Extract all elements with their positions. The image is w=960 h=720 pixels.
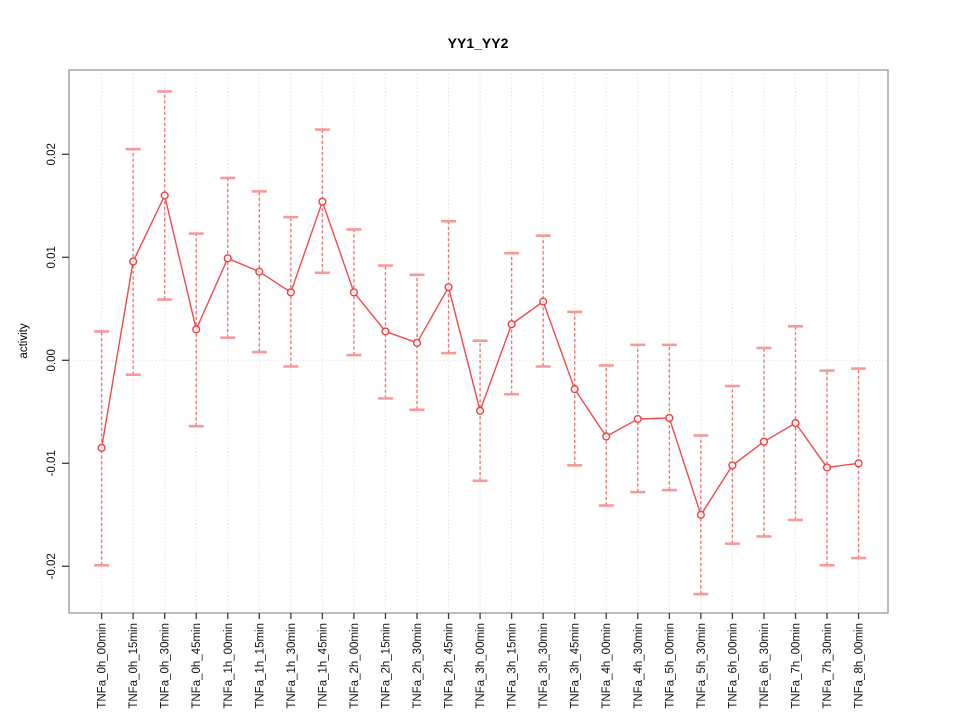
x-tick-label: TNFa_3h_00min [475,623,487,709]
x-tick-label: TNFa_0h_30min [160,623,172,709]
x-tick-label: TNFa_7h_00min [790,623,802,709]
x-tick-label: TNFa_3h_30min [538,623,550,709]
x-tick-label: TNFa_3h_45min [570,623,582,709]
x-tick-label: TNFa_7h_30min [822,623,834,709]
x-tick-label: TNFa_6h_30min [759,623,771,709]
data-point [318,197,327,206]
data-point [602,432,611,441]
data-point [412,338,422,347]
x-tick-label: TNFa_5h_00min [664,623,676,709]
data-point [854,459,863,468]
y-tick-label: 0.01 [46,246,58,268]
x-tick-label: TNFa_1h_45min [317,623,329,709]
data-point [570,385,579,394]
data-point [255,267,264,276]
x-tick-label: TNFa_1h_00min [223,623,235,709]
y-tick-label: -0.01 [46,450,58,476]
x-tick-label: TNFa_3h_15min [507,623,519,709]
data-point [381,327,390,336]
data-point [696,510,705,519]
data-point [633,414,642,424]
x-tick-label: TNFa_0h_45min [191,623,203,709]
data-point [349,288,359,297]
chart-title: YY1_YY2 [448,35,509,51]
y-axis-label: activity [18,323,30,358]
x-tick-label: TNFa_2h_45min [444,623,456,709]
x-tick-label: TNFa_0h_00min [97,623,109,709]
data-point [822,463,832,472]
x-tick-label: TNFa_4h_30min [633,623,645,709]
data-point [759,437,769,446]
data-point [160,191,169,200]
x-tick-label: TNFa_2h_30min [412,623,424,709]
y-tick-label: 0.00 [46,349,58,371]
data-point [223,254,232,263]
x-tick-label: TNFa_6h_00min [727,623,739,709]
data-point [192,325,201,334]
plot-marks: -0.02 -0.01 0.00 0.01 0.02 TNFa_0h_00min TNFa_… [46,69,889,709]
data-point [665,413,674,423]
x-tick-label: TNFa_4h_00min [601,623,613,709]
data-point [97,443,106,452]
data-point [728,461,737,470]
x-tick-label: TNFa_8h_00min [854,623,866,709]
x-tick-label: TNFa_5h_30min [696,623,708,709]
x-tick-label: TNFa_2h_15min [380,623,392,709]
plot-box [68,69,889,614]
data-point [539,297,548,306]
y-tick-label: -0.02 [46,553,58,579]
data-point [286,288,295,297]
data-point [444,283,453,292]
data-point [475,406,485,415]
x-tick-label: TNFa_1h_15min [254,623,266,709]
y-tick-label: 0.02 [46,143,58,165]
data-point [791,419,800,428]
x-tick-label: TNFa_1h_30min [286,623,298,709]
data-point [129,257,138,266]
data-point [507,320,516,329]
x-tick-label: TNFa_0h_15min [128,623,140,709]
x-tick-label: TNFa_2h_00min [349,623,361,709]
